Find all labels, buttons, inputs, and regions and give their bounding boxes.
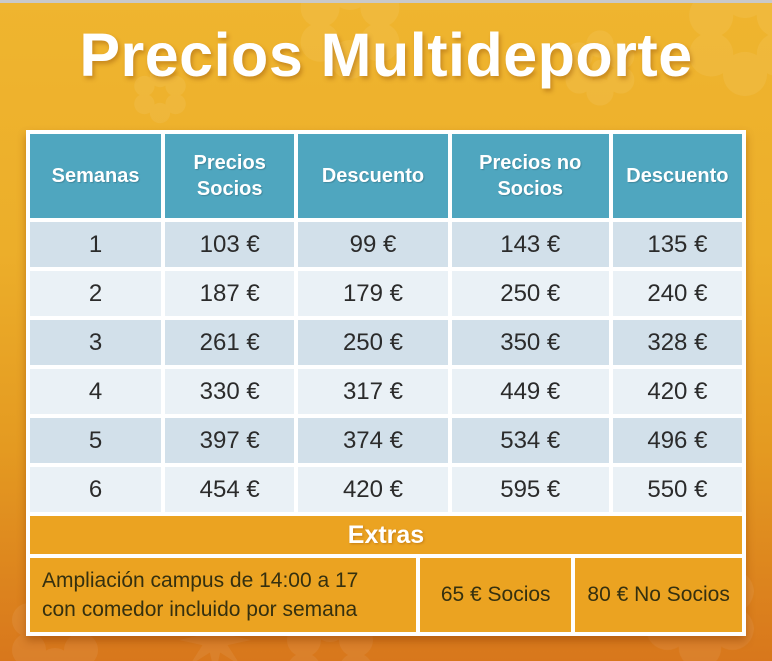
price-cell: 103 € [165, 222, 295, 267]
flower-icon [134, 66, 186, 124]
top-strip [0, 0, 772, 3]
table-row: 5 397 € 374 € 534 € 496 € [30, 418, 742, 463]
price-cell: 595 € [451, 467, 609, 512]
extras-socios-price: 65 € Socios [420, 558, 572, 632]
price-cell: 135 € [612, 222, 742, 267]
flower-icon [689, 0, 772, 97]
price-cell: 420 € [612, 369, 742, 414]
price-cell: 179 € [298, 271, 448, 316]
price-cell: 187 € [165, 271, 295, 316]
flower-icon [565, 30, 635, 106]
column-header-precios-no-socios: Precios no Socios [451, 134, 609, 218]
extras-row: Ampliación campus de 14:00 a 17 con come… [30, 558, 742, 632]
column-header-descuento-socios: Descuento [298, 134, 448, 218]
price-cell: 420 € [298, 467, 448, 512]
table-row: 2 187 € 179 € 250 € 240 € [30, 271, 742, 316]
price-cell: 374 € [298, 418, 448, 463]
column-header-semanas: Semanas [30, 134, 162, 218]
extras-description-line2: con comedor incluido por semana [42, 598, 358, 621]
week-cell: 3 [30, 320, 162, 365]
price-cell: 397 € [165, 418, 295, 463]
week-cell: 2 [30, 271, 162, 316]
price-cell: 317 € [298, 369, 448, 414]
column-header-precios-socios: Precios Socios [165, 134, 295, 218]
page-title: Precios Multideporte [79, 21, 693, 89]
price-cell: 350 € [451, 320, 609, 365]
extras-description: Ampliación campus de 14:00 a 17 con come… [30, 558, 417, 632]
price-cell: 449 € [451, 369, 609, 414]
price-cell: 261 € [165, 320, 295, 365]
extras-header: Extras [30, 516, 742, 554]
table-row: 3 261 € 250 € 350 € 328 € [30, 320, 742, 365]
price-cell: 454 € [165, 467, 295, 512]
flower-icon [300, 0, 400, 80]
week-cell: 5 [30, 418, 162, 463]
week-cell: 6 [30, 467, 162, 512]
table-row: 1 103 € 99 € 143 € 135 € [30, 222, 742, 267]
price-cell: 330 € [165, 369, 295, 414]
price-cell: 250 € [298, 320, 448, 365]
price-cell: 99 € [298, 222, 448, 267]
price-cell: 240 € [612, 271, 742, 316]
price-cell: 496 € [612, 418, 742, 463]
week-cell: 1 [30, 222, 162, 267]
table-row: 4 330 € 317 € 449 € 420 € [30, 369, 742, 414]
price-cell: 250 € [451, 271, 609, 316]
week-cell: 4 [30, 369, 162, 414]
price-cell: 143 € [451, 222, 609, 267]
table-row: 6 454 € 420 € 595 € 550 € [30, 467, 742, 512]
price-table: Semanas Precios Socios Descuento Precios… [26, 130, 746, 636]
table-header-row: Semanas Precios Socios Descuento Precios… [30, 134, 742, 218]
price-cell: 328 € [612, 320, 742, 365]
price-cell: 534 € [451, 418, 609, 463]
extras-no-socios-price: 80 € No Socios [575, 558, 742, 632]
price-cell: 550 € [612, 467, 742, 512]
extras-description-line1: Ampliación campus de 14:00 a 17 [42, 568, 359, 592]
column-header-descuento-no-socios: Descuento [612, 134, 742, 218]
